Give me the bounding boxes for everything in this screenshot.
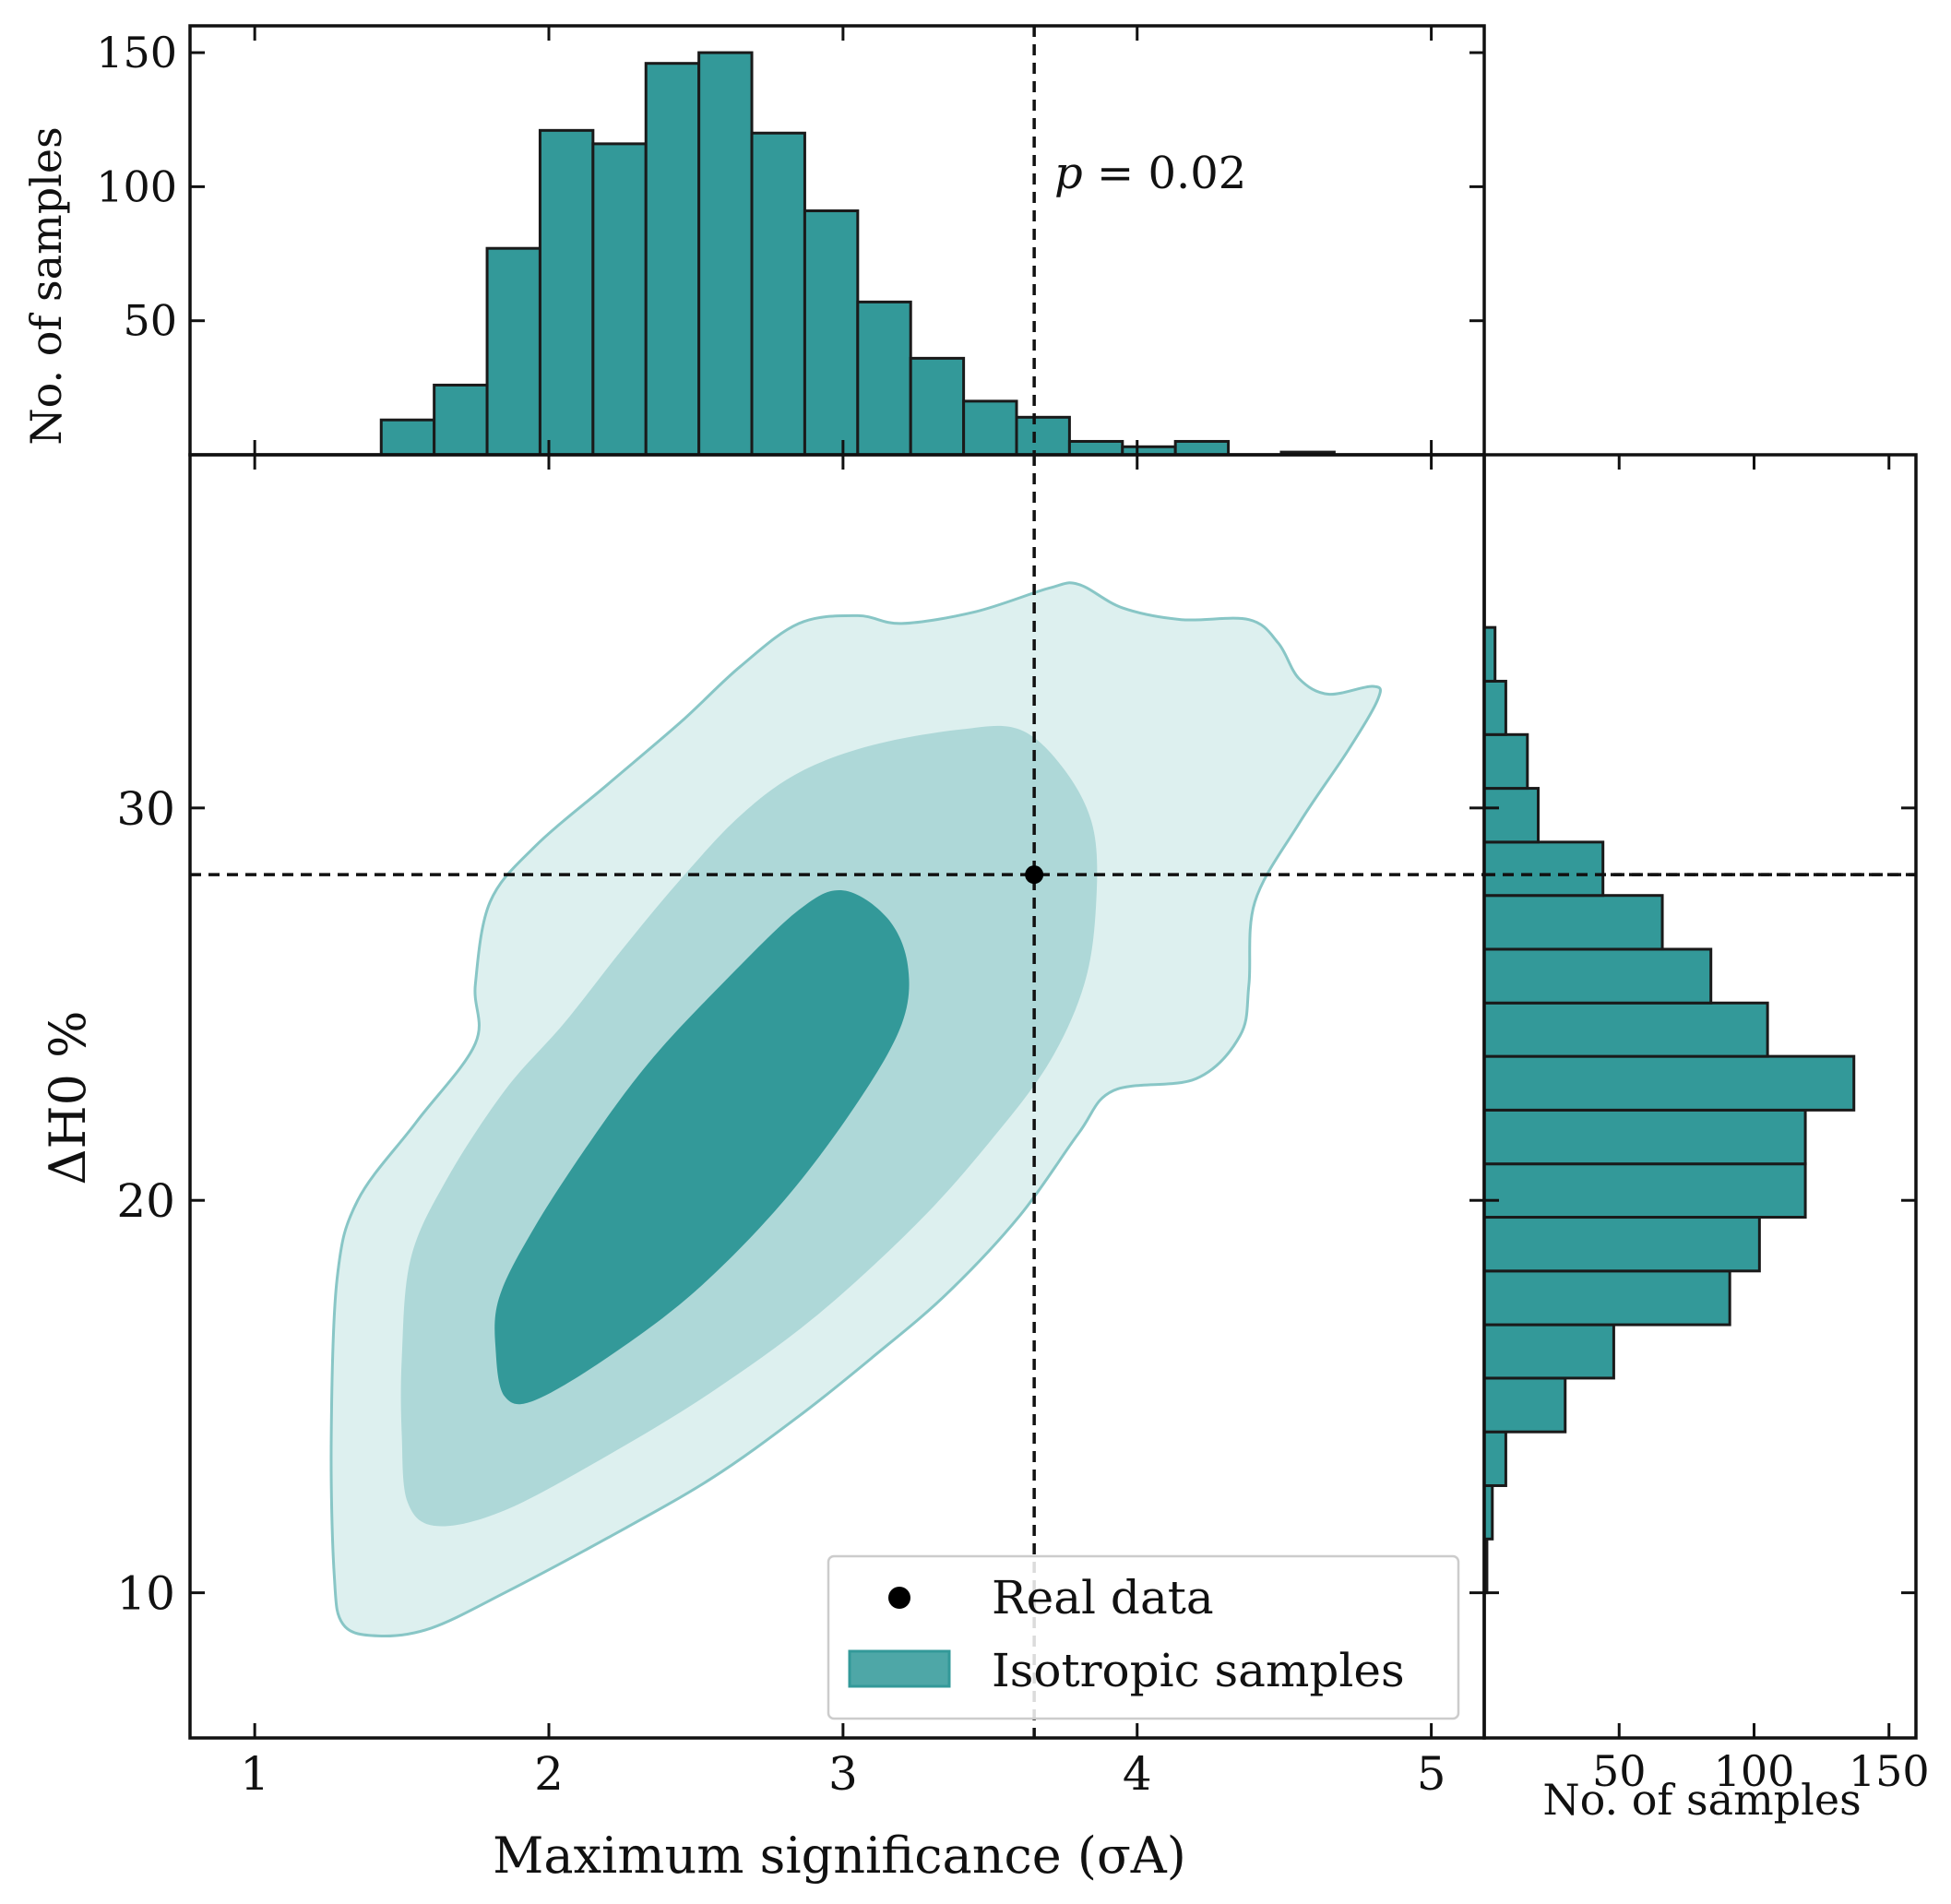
- right-bar: [1482, 947, 1713, 1005]
- p-value-annotation: p = 0.02: [1054, 148, 1246, 199]
- main-y-tick-label: 10: [116, 1567, 175, 1621]
- right-bar: [1482, 732, 1529, 791]
- legend-real-data-marker: [888, 1587, 910, 1609]
- legend-box: [827, 1554, 1460, 1720]
- main-x-ticks: 1 2 3 4 5: [240, 455, 1446, 1801]
- right-x-tick-label: 100: [1714, 1746, 1795, 1796]
- main-x-tick-label: 2: [534, 1747, 564, 1801]
- top-bar: [1067, 439, 1124, 457]
- contour-1-sigma: [494, 890, 910, 1405]
- top-bar: [1015, 415, 1071, 457]
- top-bar: [1173, 439, 1231, 457]
- top-bar: [485, 246, 541, 457]
- top-bar: [750, 131, 806, 457]
- top-bar: [379, 418, 436, 457]
- top-y-tick-label: 100: [96, 161, 177, 211]
- top-histogram-panel: 50 100 150 No. of samples p = 0.02: [21, 24, 1486, 457]
- right-histogram-frame: [1482, 453, 1918, 1740]
- right-bar: [1482, 679, 1507, 736]
- p-value-symbol: p: [1054, 148, 1083, 199]
- top-y-tick-label: 150: [96, 28, 177, 77]
- right-bar: [1482, 1269, 1731, 1327]
- right-bar: [1482, 1162, 1807, 1220]
- top-bar: [644, 62, 701, 457]
- top-bar: [856, 300, 912, 457]
- right-bar: [1482, 1430, 1507, 1487]
- top-y-ticks: 50 100 150: [96, 28, 1484, 346]
- legend-isotropic-patch: [848, 1649, 951, 1688]
- right-bar: [1482, 840, 1605, 898]
- legend: Real data Isotropic samples: [827, 1554, 1460, 1720]
- right-x-ticks: 50 100 150: [1592, 455, 1930, 1796]
- top-histogram-bars: [379, 51, 1336, 457]
- main-y-axis-label: ΔH0 %: [39, 1011, 97, 1185]
- top-bar: [433, 383, 489, 457]
- main-x-tick-label: 1: [240, 1747, 269, 1801]
- main-y-tick-label: 20: [116, 1174, 175, 1228]
- p-value-text: = 0.02: [1083, 148, 1247, 199]
- main-contour-panel: 1 2 3 4 5 10 20 30 Maximum significance (σA) Δ…: [39, 453, 1916, 1885]
- right-x-axis-label: No. of samples: [1542, 1775, 1861, 1825]
- main-x-tick-label: 4: [1123, 1747, 1152, 1801]
- main-x-axis-label: Maximum significance (σA): [493, 1827, 1186, 1885]
- real-data-point: [1025, 865, 1044, 885]
- top-bar: [697, 51, 754, 457]
- contour-levels: [329, 581, 1382, 1638]
- right-bar: [1482, 1376, 1567, 1434]
- top-bar: [538, 128, 595, 457]
- right-x-tick-label: 50: [1592, 1746, 1647, 1796]
- right-histogram-bars: [1482, 625, 1856, 1595]
- right-bar: [1482, 894, 1664, 951]
- right-bar: [1482, 1216, 1761, 1273]
- main-y-ticks: 10 20 30: [116, 782, 1484, 1621]
- right-bar: [1482, 1108, 1807, 1166]
- right-histogram-panel: 50 100 150 No. of samples: [1482, 453, 1930, 1825]
- top-y-tick-label: 50: [123, 296, 177, 346]
- right-y-ticks: [1484, 806, 1916, 1595]
- right-bar: [1482, 1323, 1615, 1380]
- top-x-ticks: [253, 26, 1434, 455]
- top-bar: [962, 399, 1018, 457]
- right-bar: [1482, 1001, 1769, 1058]
- right-bar: [1482, 1054, 1856, 1112]
- right-x-tick-label: 150: [1849, 1746, 1930, 1796]
- legend-isotropic-label: Isotropic samples: [992, 1644, 1405, 1697]
- right-bar: [1482, 787, 1540, 844]
- top-y-axis-label: No. of samples: [21, 126, 71, 445]
- main-x-tick-label: 5: [1417, 1747, 1446, 1801]
- top-bar: [909, 356, 966, 457]
- legend-real-data-label: Real data: [992, 1571, 1214, 1624]
- main-x-tick-label: 3: [828, 1747, 858, 1801]
- top-bar: [591, 142, 648, 457]
- main-y-tick-label: 30: [116, 782, 175, 836]
- top-bar: [803, 209, 860, 457]
- right-bar: [1482, 625, 1497, 683]
